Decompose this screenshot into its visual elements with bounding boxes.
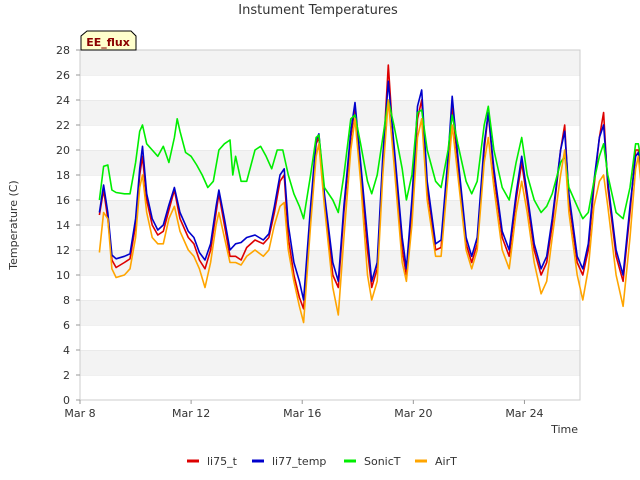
- x-tick-label: Mar 8: [64, 407, 95, 420]
- y-axis-label: Temperature (C): [7, 180, 20, 270]
- legend: li75_t li77_temp SonicT AirT: [187, 455, 457, 468]
- y-tick-label: 0: [63, 394, 70, 407]
- legend-label-sonict: SonicT: [364, 455, 401, 468]
- y-tick-label: 24: [56, 94, 70, 107]
- badge-shape: [80, 30, 137, 51]
- x-tick-label: Mar 20: [394, 407, 432, 420]
- y-tick-label: 18: [56, 169, 70, 182]
- y-tick-label: 2: [63, 369, 70, 382]
- y-tick-label: 22: [56, 119, 70, 132]
- x-tick-label: Mar 12: [172, 407, 210, 420]
- y-tick-label: 28: [56, 44, 70, 57]
- y-tick-label: 8: [63, 294, 70, 307]
- series-line-li77-temp: [98, 80, 640, 301]
- band: [80, 200, 580, 225]
- band: [80, 100, 580, 125]
- band: [80, 50, 580, 75]
- y-tick-label: 6: [63, 319, 70, 332]
- y-tick-label: 16: [56, 194, 70, 207]
- y-tick-label: 4: [63, 344, 70, 357]
- legend-label-li75-t: li75_t: [207, 455, 238, 468]
- legend-label-li77-temp: li77_temp: [272, 455, 326, 468]
- series-line-sonict: [98, 99, 640, 220]
- x-tick-label: Mar 24: [505, 407, 543, 420]
- y-tick-label: 20: [56, 144, 70, 157]
- y-tick-label: 12: [56, 244, 70, 257]
- band: [80, 75, 580, 100]
- band: [80, 300, 580, 325]
- series-line-airt: [98, 99, 640, 324]
- badge-label: EE_flux: [86, 36, 130, 49]
- x-axis-ticks: Mar 8 Mar 12 Mar 16 Mar 20 Mar 24: [64, 400, 544, 420]
- band: [80, 275, 580, 300]
- y-tick-label: 14: [56, 219, 70, 232]
- plot-background-bands: [80, 49, 580, 400]
- band: [80, 325, 580, 350]
- chart-title: Instument Temperatures: [238, 3, 398, 18]
- x-tick-label: Mar 16: [283, 407, 321, 420]
- band: [80, 375, 580, 400]
- band: [80, 125, 580, 150]
- y-tick-label: 10: [56, 269, 70, 282]
- ee-flux-badge: EE_flux: [80, 30, 137, 51]
- series-lines: [98, 64, 640, 324]
- x-axis-label: Time: [550, 423, 578, 436]
- band: [80, 350, 580, 375]
- legend-label-airt: AirT: [435, 455, 457, 468]
- y-tick-label: 26: [56, 69, 70, 82]
